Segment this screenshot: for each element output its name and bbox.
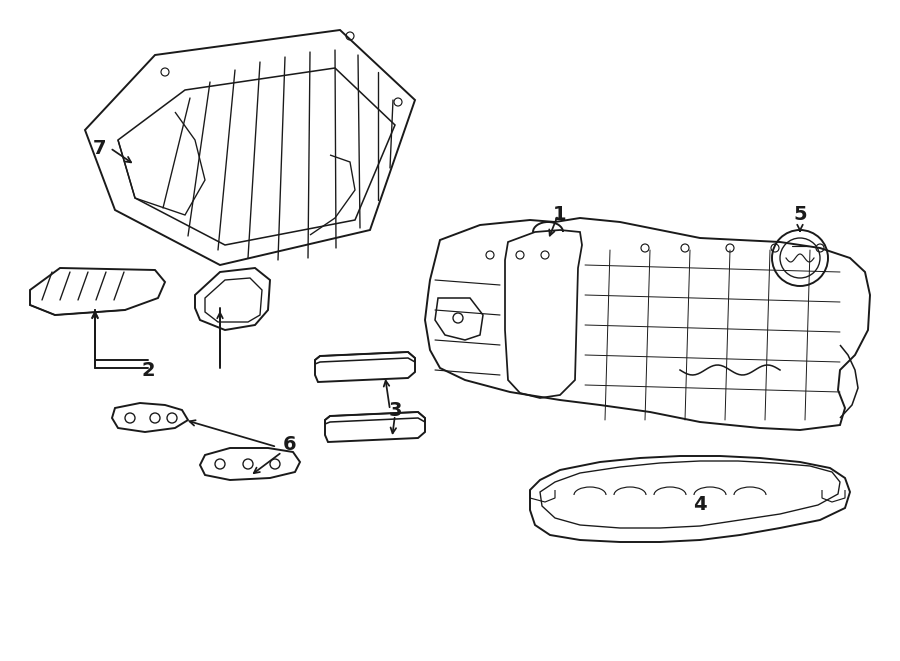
Text: 5: 5: [793, 206, 806, 225]
Text: 7: 7: [94, 139, 107, 157]
Text: 4: 4: [693, 496, 706, 514]
Text: 1: 1: [554, 206, 567, 225]
Text: 3: 3: [388, 401, 401, 420]
Text: 6: 6: [284, 436, 297, 455]
Text: 2: 2: [141, 360, 155, 379]
